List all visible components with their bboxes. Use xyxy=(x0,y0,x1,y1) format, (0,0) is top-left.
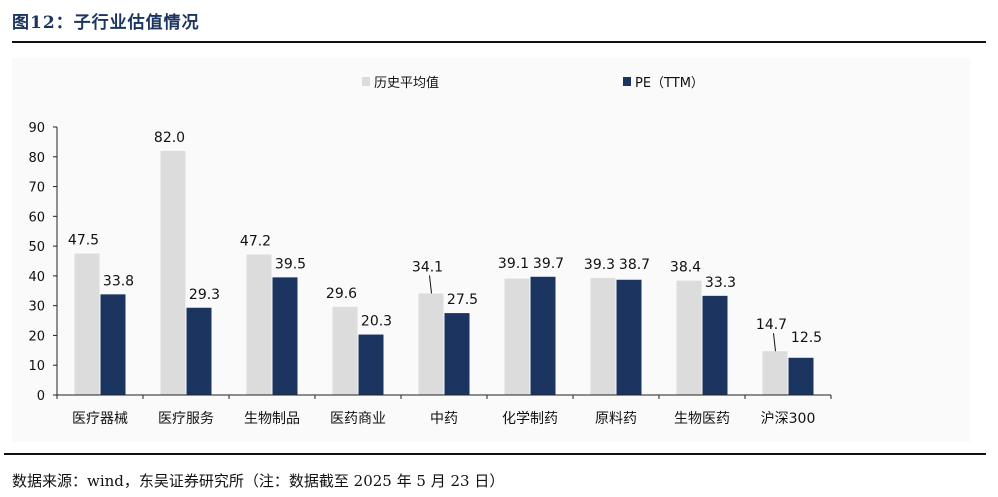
data-label-historical-avg: 29.6 xyxy=(326,286,357,302)
x-axis: 医疗器械 医疗服务 生物制品 医药商业 中药 化学制药 原料药 生物医药 沪深300 xyxy=(56,394,832,427)
data-label-pe-ttm: 27.5 xyxy=(447,292,478,308)
bar-historical-avg xyxy=(762,351,788,395)
x-category-label: 医疗服务 xyxy=(158,411,214,427)
x-category-label: 生物医药 xyxy=(674,411,730,427)
data-label-historical-avg: 38.4 xyxy=(670,260,701,276)
x-category-label: 化学制药 xyxy=(502,411,558,427)
data-label-pe-ttm: 33.8 xyxy=(103,273,134,289)
x-category-label: 中药 xyxy=(430,411,458,427)
bar-historical-avg xyxy=(332,306,358,395)
y-tick-label: 80 xyxy=(28,151,45,166)
chart-legend: 历史平均值 PE（TTM） xyxy=(362,75,704,91)
data-label-pe-ttm: 39.5 xyxy=(275,256,306,272)
data-label-historical-avg: 82.0 xyxy=(154,130,185,146)
bar-historical-avg xyxy=(246,254,272,395)
bar-pe-ttm xyxy=(702,295,728,395)
bar-historical-avg xyxy=(504,278,530,395)
legend-swatch-historical-avg xyxy=(362,77,370,86)
data-label-historical-avg: 39.1 xyxy=(498,256,529,272)
y-tick-label: 20 xyxy=(28,329,45,344)
legend-swatch-pe-ttm xyxy=(623,77,631,86)
data-label-historical-avg: 39.3 xyxy=(584,257,615,273)
bars-layer xyxy=(74,150,814,395)
y-tick-label: 30 xyxy=(28,300,45,315)
y-tick-label: 0 xyxy=(37,389,45,404)
y-tick-label: 50 xyxy=(28,240,45,255)
data-label-pe-ttm: 29.3 xyxy=(189,287,220,303)
x-category-label: 原料药 xyxy=(595,411,637,427)
source-note: 数据来源：wind，东吴证券研究所（注：数据截至 2025 年 5 月 23 日… xyxy=(12,472,505,490)
bar-historical-avg xyxy=(74,253,100,395)
bar-pe-ttm xyxy=(272,277,298,395)
y-tick-label: 70 xyxy=(28,181,45,196)
bar-pe-ttm xyxy=(100,294,126,395)
bar-pe-ttm xyxy=(444,313,470,395)
data-label-pe-ttm: 20.3 xyxy=(361,314,392,330)
legend-label: 历史平均值 xyxy=(374,75,439,91)
bar-pe-ttm xyxy=(788,357,814,395)
y-tick-label: 60 xyxy=(28,210,45,225)
bottom-rule xyxy=(4,453,986,455)
y-tick-label: 40 xyxy=(28,270,45,285)
bar-pe-ttm xyxy=(358,334,384,395)
bar-pe-ttm xyxy=(616,279,642,395)
y-tick-label: 90 xyxy=(28,121,45,136)
top-rule xyxy=(12,41,986,43)
data-label-historical-avg: 34.1 xyxy=(412,259,443,275)
bar-historical-avg xyxy=(418,293,444,395)
data-label-pe-ttm: 12.5 xyxy=(791,330,822,346)
label-leader-line xyxy=(429,275,432,294)
x-category-label: 生物制品 xyxy=(244,411,300,427)
figure-title: 图12：子行业估值情况 xyxy=(12,13,200,33)
bar-pe-ttm xyxy=(186,307,212,395)
data-label-pe-ttm: 38.7 xyxy=(619,257,650,273)
x-category-label: 医药商业 xyxy=(330,411,386,427)
x-category-label: 沪深300 xyxy=(761,411,816,427)
data-label-pe-ttm: 39.7 xyxy=(533,256,564,272)
bar-historical-avg xyxy=(676,280,702,395)
data-label-pe-ttm: 33.3 xyxy=(705,275,736,291)
y-axis: 0 10 20 30 40 50 60 70 80 90 xyxy=(28,121,58,404)
data-label-historical-avg: 47.2 xyxy=(240,233,271,249)
data-label-historical-avg: 14.7 xyxy=(756,317,787,333)
x-category-label: 医疗器械 xyxy=(72,411,128,427)
bar-historical-avg xyxy=(590,277,616,395)
y-tick-label: 10 xyxy=(28,359,45,374)
data-label-historical-avg: 47.5 xyxy=(68,233,99,249)
legend-label: PE（TTM） xyxy=(635,76,704,91)
bar-historical-avg xyxy=(160,150,186,395)
data-labels-layer: 47.5 33.8 82.0 29.3 47.239.5 29.620.3 34.1 27.5… xyxy=(68,130,822,352)
bar-pe-ttm xyxy=(530,276,556,395)
label-leader-line xyxy=(773,333,776,352)
